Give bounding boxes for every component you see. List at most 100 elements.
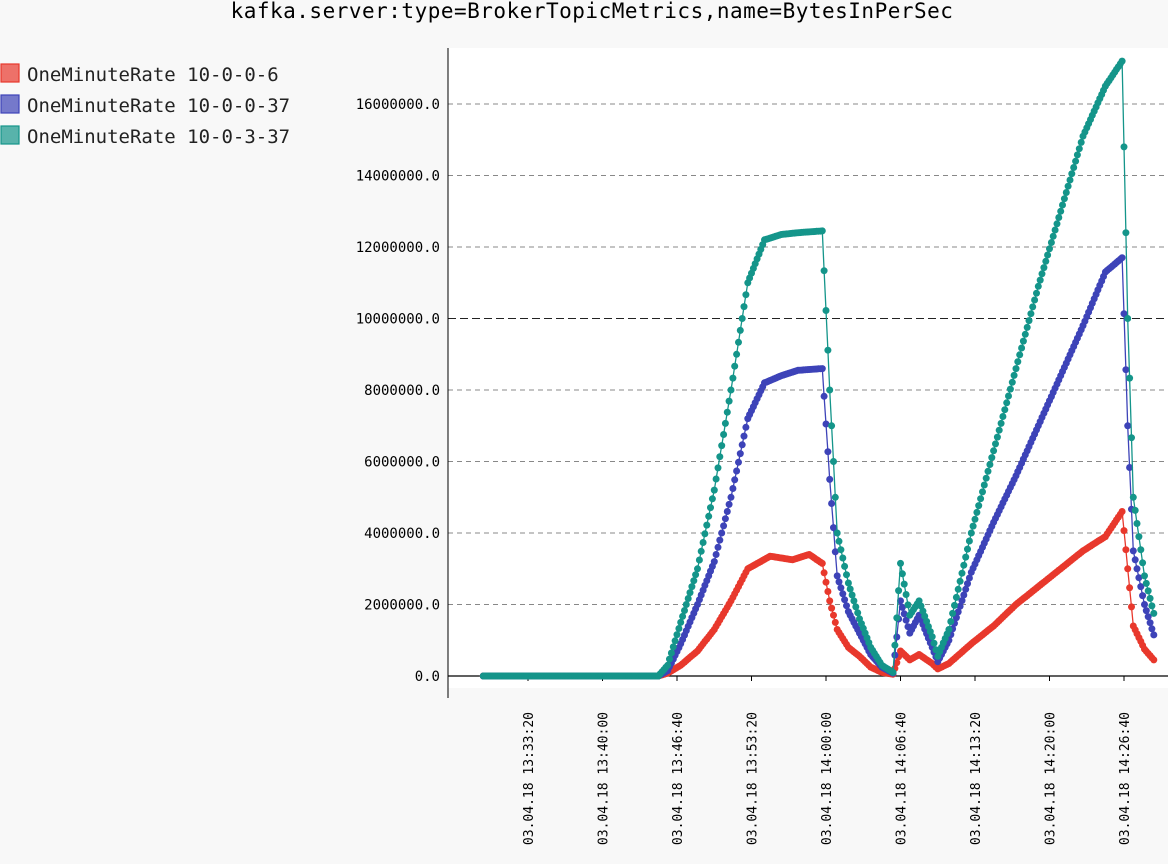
data-point [960, 561, 968, 569]
series-layer [479, 57, 1158, 680]
data-point [1064, 182, 1072, 190]
data-point [897, 559, 904, 567]
data-point [846, 585, 854, 593]
data-point [824, 588, 832, 595]
data-point [686, 589, 694, 597]
data-point [967, 529, 975, 537]
data-point [1144, 613, 1152, 621]
x-tick-label: 03.04.18 14:06:40 [895, 712, 910, 845]
data-point [1033, 289, 1040, 297]
data-point [705, 512, 713, 520]
data-point [1142, 579, 1150, 587]
data-point [820, 569, 828, 577]
data-point [830, 611, 837, 619]
data-point [984, 467, 992, 475]
data-point [688, 583, 696, 591]
data-point [1122, 546, 1130, 554]
data-point [997, 419, 1005, 427]
data-point [679, 612, 687, 620]
data-point [736, 326, 744, 334]
data-point [900, 610, 908, 618]
data-point [1148, 602, 1156, 610]
data-point [710, 558, 718, 566]
y-tick-label: 8000000.0 [364, 383, 440, 399]
data-point [1139, 592, 1147, 600]
x-tick-label: 03.04.18 14:20:00 [1044, 712, 1059, 845]
data-point [831, 493, 839, 501]
data-point [893, 659, 901, 667]
data-point [1031, 296, 1039, 304]
y-tick-label: 10000000.0 [356, 312, 440, 328]
data-point [1126, 374, 1134, 382]
data-point [1148, 625, 1156, 633]
data-point [716, 536, 724, 544]
data-point [697, 547, 705, 555]
data-point [703, 521, 711, 529]
data-point [1072, 157, 1080, 165]
data-point [891, 651, 899, 659]
x-tick-label: 03.04.18 13:46:40 [671, 712, 686, 845]
legend-swatch [0, 94, 20, 114]
y-tick-label: 2000000.0 [364, 598, 440, 614]
data-point [1126, 584, 1134, 592]
data-point [1057, 207, 1065, 215]
data-point [720, 431, 728, 438]
data-point [1144, 587, 1152, 595]
data-point [1122, 366, 1130, 374]
data-point [835, 578, 843, 586]
data-point [837, 546, 845, 554]
data-point [1042, 257, 1050, 265]
data-point [1139, 559, 1147, 567]
data-point [701, 530, 709, 538]
data-point [975, 502, 983, 510]
data-point [733, 350, 741, 358]
x-tick-label: 03.04.18 13:53:20 [746, 712, 761, 845]
data-point [727, 493, 735, 501]
data-point [1014, 358, 1022, 366]
data-point [854, 609, 862, 617]
data-point [738, 315, 746, 322]
data-point [828, 604, 836, 612]
data-point [969, 522, 977, 530]
data-point [695, 556, 703, 564]
data-point [826, 386, 834, 394]
data-point [947, 618, 955, 625]
data-point [1012, 365, 1020, 373]
data-point [971, 515, 979, 523]
data-point [716, 453, 724, 461]
x-tick-label: 03.04.18 13:33:20 [522, 712, 537, 845]
data-point [843, 602, 850, 610]
data-point [694, 565, 701, 573]
data-point [690, 577, 698, 585]
y-tick-label: 6000000.0 [364, 455, 440, 471]
data-point [671, 637, 679, 645]
x-tick-label: 03.04.18 13:40:00 [597, 712, 612, 845]
data-point [964, 580, 971, 588]
x-tick-label: 03.04.18 14:26:40 [1118, 712, 1133, 845]
data-point [900, 580, 908, 588]
data-point [980, 481, 988, 489]
data-point [684, 595, 692, 602]
data-point [958, 597, 966, 605]
data-point [1126, 464, 1134, 471]
data-point [1150, 656, 1158, 664]
data-point [833, 572, 841, 580]
data-point [965, 537, 973, 545]
data-point [951, 601, 958, 609]
data-point [1070, 164, 1078, 171]
data-point [826, 475, 834, 483]
data-point [830, 458, 837, 465]
data-point [1001, 406, 1009, 414]
data-point [818, 227, 826, 235]
data-point [839, 590, 847, 598]
data-point [904, 601, 912, 609]
data-point [949, 609, 957, 617]
data-point [1025, 317, 1033, 325]
data-point [930, 639, 938, 647]
data-point [1055, 214, 1063, 221]
data-point [707, 504, 714, 512]
y-tick-label: 14000000.0 [356, 169, 440, 185]
data-point [1051, 226, 1059, 234]
data-point [995, 426, 1003, 434]
data-point [1146, 594, 1154, 602]
